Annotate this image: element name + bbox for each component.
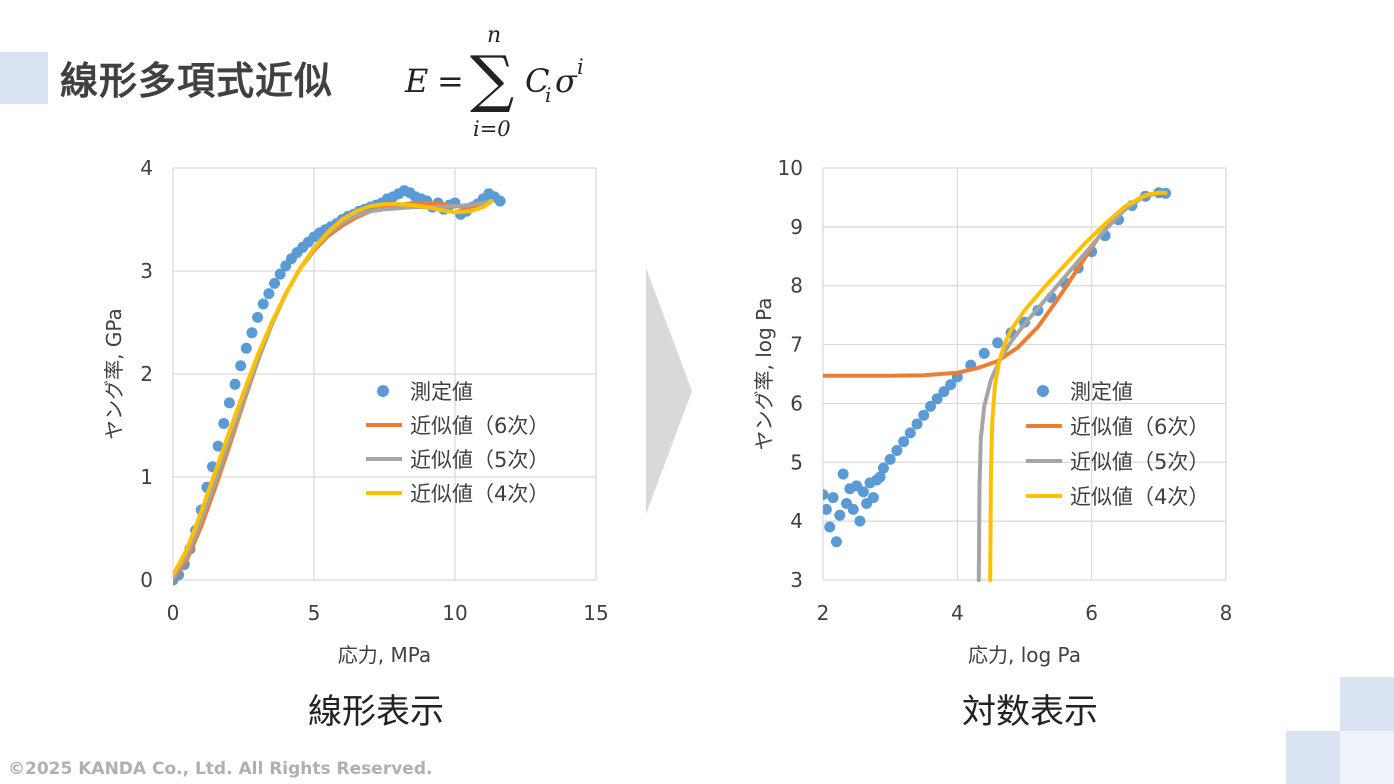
legend-label: 近似値（4次） [1070, 485, 1209, 509]
x-tick-label: 5 [308, 601, 321, 625]
x-axis-label: 応力, log Pa [968, 643, 1081, 667]
data-point [823, 503, 832, 515]
data-point [857, 486, 869, 498]
data-point [246, 327, 258, 339]
y-tick-label: 10 [778, 156, 803, 180]
x-tick-label: 10 [442, 601, 467, 625]
x-tick-label: 2 [817, 601, 830, 625]
formula-lhs: E [404, 62, 428, 100]
data-point [830, 536, 842, 548]
data-point [874, 471, 886, 483]
data-point [257, 298, 269, 310]
data-point [223, 397, 235, 409]
data-point [263, 288, 275, 300]
data-point [924, 400, 936, 412]
data-point [891, 445, 903, 457]
formula-exponent: i [577, 55, 584, 79]
data-point [978, 347, 990, 359]
data-point [904, 427, 916, 439]
data-point [235, 360, 247, 372]
formula-equals: = [437, 62, 464, 100]
arrow-right-icon [646, 268, 692, 514]
copyright: ©2025 KANDA Co., Ltd. All Rights Reserve… [8, 759, 433, 779]
y-tick-label: 7 [790, 333, 803, 357]
deco-square [1340, 731, 1394, 784]
data-point [834, 509, 846, 521]
title-accent-block [0, 52, 48, 104]
deco-square [1340, 677, 1394, 731]
series-line-3 [988, 190, 1168, 582]
data-point [938, 386, 950, 398]
data-point [229, 378, 241, 390]
y-tick-label: 1 [140, 465, 153, 489]
x-tick-label: 0 [167, 601, 180, 625]
data-point [931, 393, 943, 405]
page-title: 線形多項式近似 [60, 59, 334, 103]
data-point [269, 277, 281, 289]
formula-coef: C [525, 62, 549, 100]
formula-sum-icon: ∑ [470, 42, 514, 115]
y-tick-label: 5 [790, 450, 803, 474]
y-tick-label: 3 [790, 568, 803, 592]
data-point [847, 503, 859, 515]
y-axis-label: ヤング率, GPa [102, 308, 126, 440]
x-axis-label: 応力, MPa [338, 643, 431, 667]
legend-marker [1037, 385, 1049, 397]
legend-label: 近似値（5次） [410, 448, 549, 472]
data-point [218, 417, 230, 429]
formula-sigma: σ [555, 62, 578, 100]
chart-log: 2 4 6 8 3 4 5 6 7 8 9 10 応力, log Pa ヤング率, log Pa 測定値近似… [752, 156, 1233, 667]
legend-label: 近似値（5次） [1070, 450, 1209, 474]
plot-area [173, 185, 506, 586]
data-point [884, 453, 896, 465]
x-tick-label: 6 [1085, 601, 1098, 625]
data-point [911, 418, 923, 430]
legend-label: 近似値（6次） [410, 414, 549, 438]
data-point [877, 462, 889, 474]
data-point [898, 436, 910, 448]
formula-coef-sub: i [545, 83, 551, 107]
data-point [252, 311, 264, 323]
y-axis-label: ヤング率, log Pa [752, 298, 776, 451]
data-point [824, 521, 836, 533]
legend-label: 近似値（4次） [410, 482, 549, 506]
data-point [827, 492, 839, 504]
data-point [992, 337, 1004, 349]
data-point [240, 342, 252, 354]
caption-linear: 線形表示 [308, 692, 444, 732]
y-tick-label: 9 [790, 215, 803, 239]
legend-label: 測定値 [410, 380, 473, 404]
caption-log: 対数表示 [962, 692, 1098, 732]
data-point [918, 409, 930, 421]
y-tick-label: 6 [790, 391, 803, 415]
data-point [212, 440, 224, 452]
legend-marker [377, 385, 389, 397]
x-tick-label: 8 [1220, 601, 1233, 625]
data-point [945, 379, 957, 391]
y-tick-label: 4 [140, 156, 153, 180]
formula-lower: i=0 [473, 117, 511, 141]
y-tick-label: 8 [790, 274, 803, 298]
formula-upper: n [487, 23, 501, 48]
legend-label: 近似値（6次） [1070, 415, 1209, 439]
legend-label: 測定値 [1070, 380, 1133, 404]
data-point [494, 195, 506, 207]
data-point [823, 489, 829, 501]
deco-square [1286, 731, 1340, 784]
data-point [837, 468, 849, 480]
y-tick-label: 3 [140, 259, 153, 283]
y-tick-label: 4 [790, 509, 803, 533]
y-tick-label: 2 [140, 362, 153, 386]
x-tick-label: 15 [583, 601, 608, 625]
data-point [274, 268, 286, 280]
data-point [854, 515, 866, 527]
plot-area [823, 187, 1172, 582]
series-line-3 [173, 199, 494, 577]
x-tick-label: 4 [951, 601, 964, 625]
formula: E = ∑ n i=0 C i σ i [404, 23, 584, 141]
y-tick-label: 0 [140, 568, 153, 592]
data-point [867, 492, 879, 504]
